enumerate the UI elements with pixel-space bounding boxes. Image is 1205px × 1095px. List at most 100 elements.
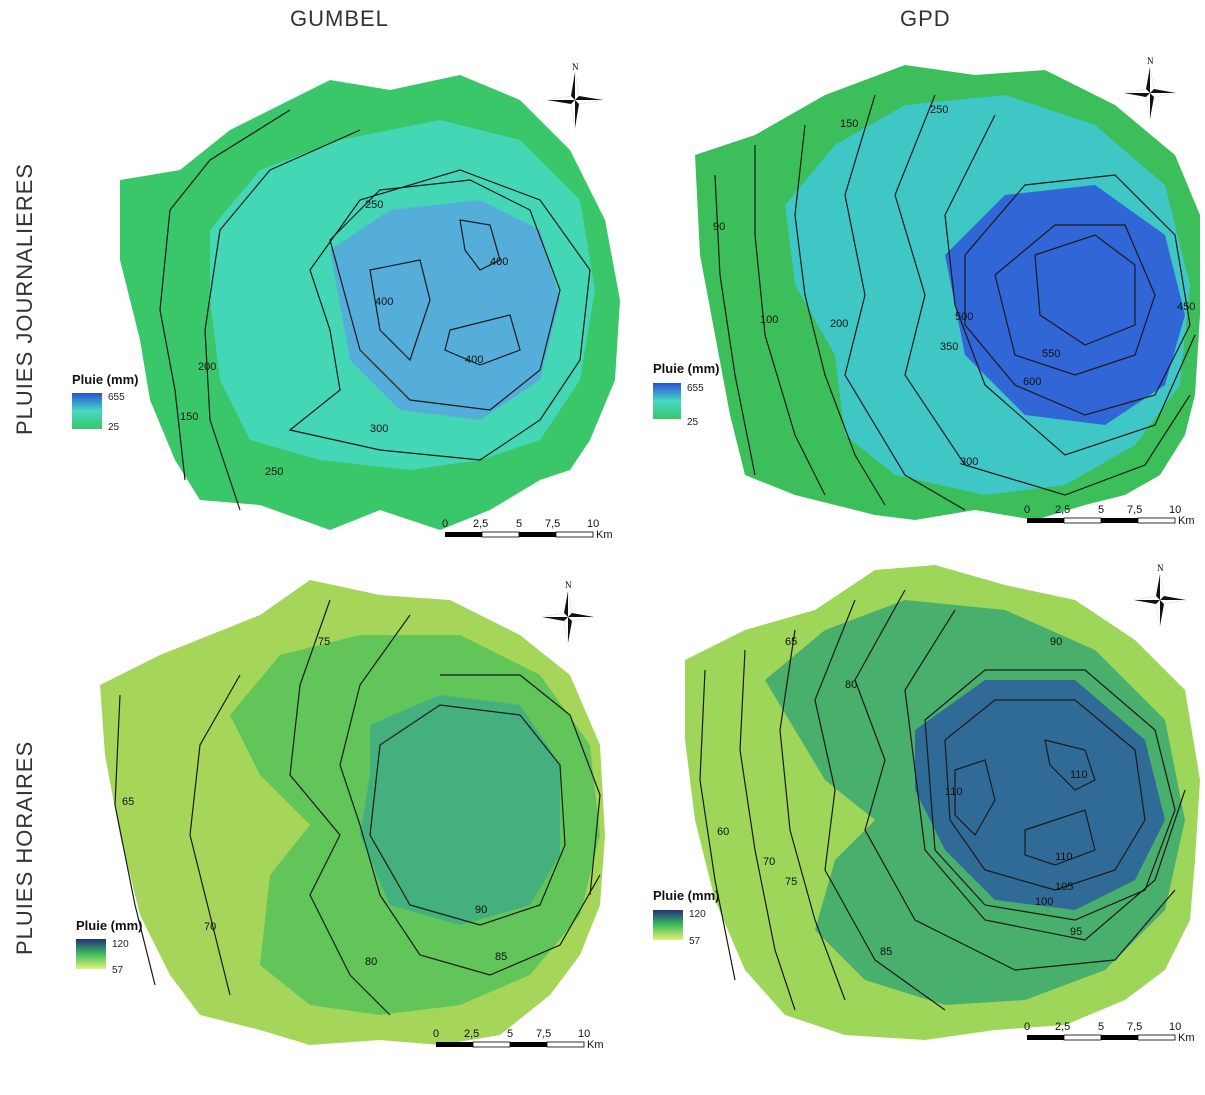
contour-label: 600 xyxy=(1023,376,1041,388)
contour-line xyxy=(964,174,1191,416)
contour-label: 300 xyxy=(960,456,978,468)
contour-label: 90 xyxy=(713,221,725,233)
contour-label: 85 xyxy=(495,951,507,963)
svg-text:N: N xyxy=(565,580,572,590)
contour-label: 80 xyxy=(845,679,857,691)
legend-min: 57 xyxy=(112,965,124,976)
svg-text:0: 0 xyxy=(1024,1021,1030,1033)
contour-label: 150 xyxy=(180,411,198,423)
legend-title: Pluie (mm) xyxy=(72,372,138,387)
contour-line xyxy=(699,669,736,981)
contour-line xyxy=(204,129,361,511)
contour-label: 70 xyxy=(763,856,775,868)
contour-line xyxy=(189,674,241,996)
contour-line xyxy=(714,174,756,476)
column-title-gpd: GPD xyxy=(900,6,951,31)
contour-line xyxy=(159,109,291,481)
contour-line xyxy=(944,699,1146,891)
contour-label: 150 xyxy=(840,118,858,130)
contour-line xyxy=(739,649,796,1011)
svg-text:2,5: 2,5 xyxy=(1055,1021,1070,1033)
contour-label: 200 xyxy=(830,318,848,330)
svg-text:5: 5 xyxy=(1098,504,1104,516)
contour-label: 95 xyxy=(1070,926,1082,938)
legend-max: 655 xyxy=(108,392,125,403)
legend-title: Pluie (mm) xyxy=(653,361,719,376)
contour-line xyxy=(814,599,946,1011)
contour-line xyxy=(904,609,1186,941)
contour-label: 110 xyxy=(945,786,963,798)
contour-label: 250 xyxy=(930,104,948,116)
scale-bar: 0 2,5 5 7,5 10 Km xyxy=(1024,1021,1195,1044)
legend-colorbar xyxy=(76,939,106,969)
contour-label: 60 xyxy=(717,826,729,838)
legend-colorbar xyxy=(72,393,102,429)
contour-label: 75 xyxy=(318,636,330,648)
contour-line xyxy=(440,674,601,896)
contour-label: 85 xyxy=(880,946,892,958)
legend-min: 57 xyxy=(689,936,701,947)
scale-bar: 0 2,5 5 7,5 10 Km xyxy=(1024,504,1195,527)
svg-text:5: 5 xyxy=(507,1028,513,1040)
contour-line xyxy=(288,169,591,461)
row-title-hourly: PLUIES HORAIRES xyxy=(12,740,37,955)
contour-line xyxy=(369,704,566,926)
contour-line xyxy=(754,145,826,496)
legend-max: 655 xyxy=(687,383,704,394)
inner-zone xyxy=(360,695,560,925)
contour-line xyxy=(944,114,1196,456)
svg-text:Km: Km xyxy=(1178,1032,1195,1044)
contour-line xyxy=(1044,739,1096,791)
contour-line xyxy=(339,614,601,976)
inner-zone xyxy=(945,185,1185,425)
contour-line xyxy=(329,179,561,411)
svg-text:2,5: 2,5 xyxy=(464,1028,479,1040)
svg-text:Km: Km xyxy=(596,529,613,541)
legend-min: 25 xyxy=(108,422,120,433)
map-gumbel-daily: 250 400 400 400 300 250 200 150 Pluie (m… xyxy=(60,60,660,580)
column-title-gumbel: GUMBEL xyxy=(290,6,389,31)
svg-text:7,5: 7,5 xyxy=(545,518,560,530)
contour-label: 400 xyxy=(465,354,483,366)
svg-text:10: 10 xyxy=(1169,1021,1181,1033)
contour-label: 80 xyxy=(365,956,377,968)
svg-text:5: 5 xyxy=(1098,1021,1104,1033)
row-title-daily: PLUIES JOURNALIERES xyxy=(12,162,37,435)
legend-max: 120 xyxy=(689,909,706,920)
svg-text:N: N xyxy=(1147,56,1154,66)
contour-label: 90 xyxy=(1050,636,1062,648)
map-gumbel-hourly: 75 65 70 80 90 85 Pluie (mm) 120 57 N 0 … xyxy=(60,575,660,1095)
contour-label: 200 xyxy=(198,361,216,373)
map-gpd-hourly: 65 90 80 110 110 110 60 70 75 105 100 95… xyxy=(645,560,1205,1080)
svg-text:0: 0 xyxy=(433,1028,439,1040)
north-arrow-icon: N xyxy=(1134,563,1186,626)
contour-line xyxy=(369,259,431,362)
contour-label: 70 xyxy=(204,921,216,933)
contour-label: 110 xyxy=(1070,769,1088,781)
svg-text:10: 10 xyxy=(578,1028,590,1040)
north-arrow-icon: N xyxy=(542,580,594,643)
contour-line xyxy=(114,694,156,986)
contour-label: 65 xyxy=(785,636,797,648)
contour-label: 500 xyxy=(955,311,973,323)
inner-zone xyxy=(915,680,1165,910)
svg-text:7,5: 7,5 xyxy=(536,1028,551,1040)
contour-line xyxy=(779,629,846,1001)
contour-line xyxy=(794,124,886,506)
legend-min: 25 xyxy=(687,417,699,428)
map-gpd-daily: 250 150 90 100 200 350 550 600 450 300 5… xyxy=(645,55,1205,575)
contour-label: 105 xyxy=(1055,881,1073,893)
legend-colorbar xyxy=(653,383,681,419)
svg-text:2,5: 2,5 xyxy=(1055,504,1070,516)
contour-line xyxy=(1034,234,1136,346)
legend-colorbar xyxy=(653,910,683,940)
contour-label: 100 xyxy=(1035,896,1053,908)
scale-bar: 0 2,5 5 7,5 10 Km xyxy=(442,518,613,541)
contour-label: 250 xyxy=(265,466,283,478)
contour-line xyxy=(894,94,1191,496)
svg-text:N: N xyxy=(1157,563,1164,573)
legend-max: 120 xyxy=(112,939,129,950)
svg-text:0: 0 xyxy=(1024,504,1030,516)
svg-text:2,5: 2,5 xyxy=(473,518,488,530)
contour-line xyxy=(844,94,966,511)
